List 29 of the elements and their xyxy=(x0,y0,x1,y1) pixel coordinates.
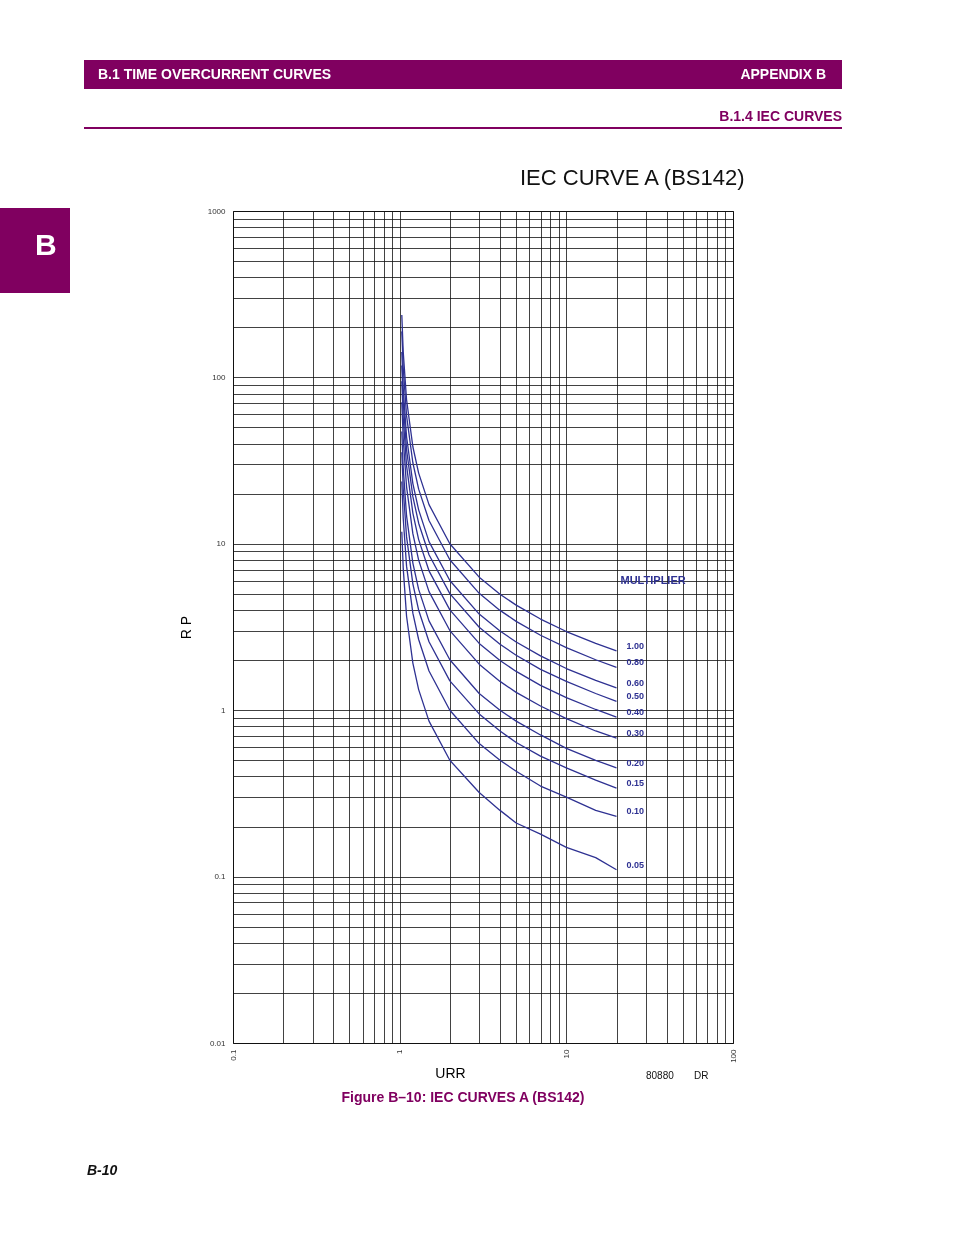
y-tick-label: 10 xyxy=(216,539,227,549)
text: B-10 xyxy=(87,1162,118,1178)
x-axis-title: URR xyxy=(435,1064,466,1081)
text: Figure B–10: IEC CURVES A (BS142) xyxy=(341,1089,585,1105)
series-label: 1.00 xyxy=(626,640,645,651)
y-tick-label: 0.1 xyxy=(214,872,227,882)
y-tick-label: 0.01 xyxy=(209,1038,227,1048)
x-tick-label: 10 xyxy=(561,1048,571,1059)
series-label: 0.15 xyxy=(626,778,645,789)
text: 80880 xyxy=(646,1070,674,1081)
series-label: 0.05 xyxy=(626,859,645,870)
text: DR xyxy=(694,1070,709,1081)
x-tick-label: 0.1 xyxy=(228,1048,238,1061)
x-tick-label: 1 xyxy=(395,1048,405,1054)
x-tick-label: 100 xyxy=(728,1048,738,1063)
text: APPENDIX B xyxy=(740,66,826,82)
y-tick-label: 1 xyxy=(221,705,227,715)
text: B xyxy=(35,228,57,262)
text: B.1.4 IEC CURVES xyxy=(719,108,842,124)
chart-title: IEC CURVE A (BS142) xyxy=(520,165,745,191)
series-label: 0.10 xyxy=(626,806,645,817)
series-label: 0.30 xyxy=(626,728,645,739)
text: B.1 TIME OVERCURRENT CURVES xyxy=(98,66,332,82)
y-tick-label: 100 xyxy=(212,372,227,382)
series-label: 0.20 xyxy=(626,757,645,768)
y-axis-title: R P xyxy=(177,615,194,640)
y-tick-label: 1000 xyxy=(207,206,227,216)
series-label: 0.60 xyxy=(626,677,645,688)
series-label: 0.50 xyxy=(626,691,645,702)
